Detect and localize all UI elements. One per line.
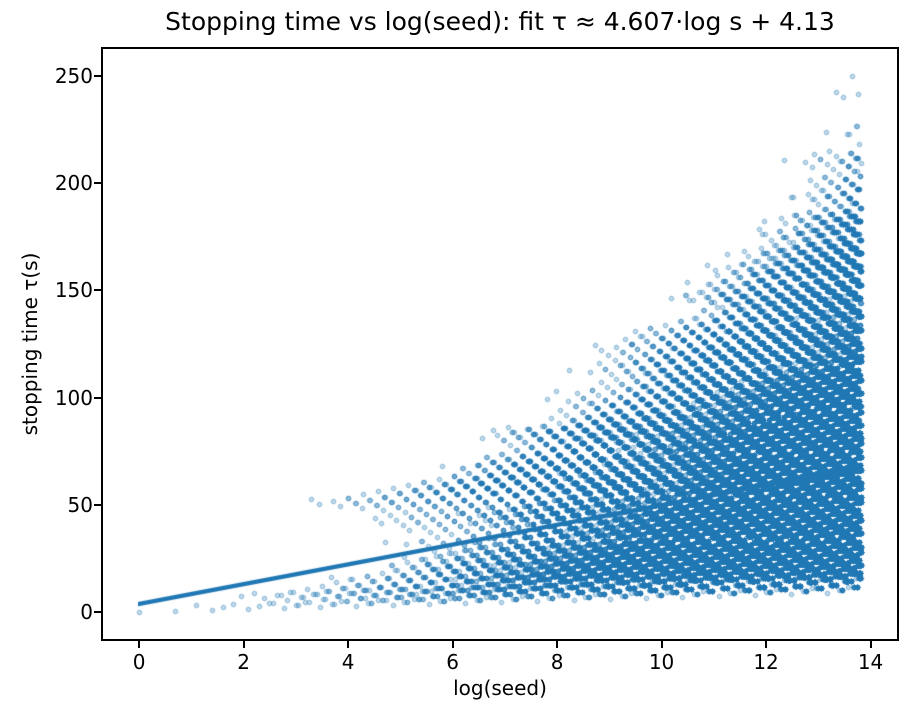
x-tick-mark <box>660 641 663 648</box>
x-tick-label: 14 <box>857 650 884 674</box>
x-axis-label: log(seed) <box>453 676 547 700</box>
scatter-plot-canvas <box>103 49 897 639</box>
x-tick-label: 2 <box>237 650 250 674</box>
x-tick-label: 10 <box>648 650 675 674</box>
x-tick-mark <box>242 641 245 648</box>
x-tick-mark <box>556 641 559 648</box>
x-tick-label: 0 <box>132 650 146 674</box>
x-tick-mark <box>138 641 141 648</box>
x-tick-label: 8 <box>550 650 564 674</box>
plot-title: Stopping time vs log(seed): fit τ ≈ 4.60… <box>165 7 835 36</box>
x-tick-mark <box>347 641 350 648</box>
y-tick-label: 100 <box>54 385 93 410</box>
x-tick-mark <box>765 641 768 648</box>
y-tick-label: 200 <box>54 171 93 196</box>
x-tick-label: 12 <box>753 650 779 674</box>
y-tick-mark <box>94 396 101 399</box>
y-tick-mark <box>94 611 101 614</box>
y-tick-label: 0 <box>80 600 93 625</box>
axes-frame <box>101 47 899 641</box>
y-axis-label: stopping time τ(s) <box>18 252 42 436</box>
y-tick-mark <box>94 182 101 185</box>
x-tick-label: 4 <box>341 650 355 674</box>
y-tick-label: 250 <box>54 63 93 88</box>
x-tick-label: 6 <box>446 650 459 674</box>
y-tick-mark <box>94 503 101 506</box>
y-tick-mark <box>94 74 101 77</box>
y-tick-label: 50 <box>67 492 93 517</box>
x-tick-mark <box>451 641 454 648</box>
x-tick-mark <box>869 641 872 648</box>
y-tick-mark <box>94 289 101 292</box>
y-tick-label: 150 <box>54 278 93 303</box>
